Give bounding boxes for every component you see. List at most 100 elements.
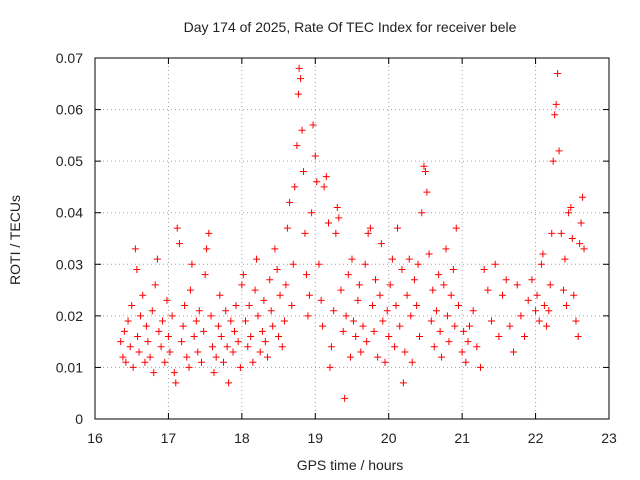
data-point-plus-marker [124,317,132,325]
data-point-plus-marker [267,307,275,315]
data-point-plus-marker [561,255,569,263]
data-point-plus-marker [341,394,349,402]
data-point-plus-marker [352,332,360,340]
data-point-plus-marker [133,265,141,273]
data-point-plus-marker [533,291,541,299]
data-point-plus-marker [499,291,507,299]
data-point-plus-marker [359,322,367,330]
data-point-plus-marker [548,229,556,237]
data-point-plus-marker [242,317,250,325]
data-point-plus-marker [379,317,387,325]
data-point-plus-marker [183,353,191,361]
data-point-plus-marker [305,291,313,299]
data-point-plus-marker [545,307,553,315]
data-point-plus-marker [137,312,145,320]
data-point-plus-marker [447,291,455,299]
data-point-plus-marker [161,358,169,366]
data-point-plus-marker [568,235,576,242]
data-point-plus-marker [311,152,319,160]
data-point-plus-marker [151,281,159,289]
data-point-plus-marker [332,229,340,237]
x-tick-label: 23 [601,430,617,446]
data-point-plus-marker [403,291,411,299]
data-point-plus-marker [247,332,255,340]
data-point-plus-marker [539,250,547,258]
data-points [117,64,588,402]
data-point-plus-marker [194,348,202,356]
data-point-plus-marker [269,322,277,330]
data-point-plus-marker [214,322,222,330]
data-point-plus-marker [308,209,316,217]
data-point-plus-marker [295,64,303,72]
data-point-plus-marker [491,260,499,268]
data-point-plus-marker [401,348,409,356]
data-point-plus-marker [126,343,134,351]
data-point-plus-marker [465,322,473,330]
data-point-plus-marker [186,286,194,294]
x-tick-label: 18 [234,430,250,446]
data-point-plus-marker [449,265,457,273]
data-point-plus-marker [251,286,259,294]
data-point-plus-marker [349,317,357,325]
data-point-plus-marker [163,296,171,304]
data-point-plus-marker [234,338,242,346]
data-point-plus-marker [440,281,448,289]
data-point-plus-marker [394,224,402,232]
data-point-plus-marker [357,348,365,356]
data-point-plus-marker [291,183,299,191]
y-axis-label: ROTI / TECUs [7,195,23,285]
y-tick-label: 0.06 [56,102,83,118]
data-point-plus-marker [413,302,421,310]
data-point-plus-marker [276,291,284,299]
data-point-plus-marker [374,353,382,361]
data-point-plus-marker [543,322,551,330]
data-point-plus-marker [327,343,335,351]
data-point-plus-marker [405,255,413,263]
data-point-plus-marker [580,245,588,253]
data-point-plus-marker [273,265,281,273]
data-point-plus-marker [208,343,216,351]
data-point-plus-marker [421,167,429,175]
data-point-plus-marker [414,260,422,268]
data-point-plus-marker [229,348,237,356]
data-point-plus-marker [565,209,573,217]
data-point-plus-marker [339,327,347,335]
data-point-plus-marker [222,307,230,315]
data-point-plus-marker [337,286,345,294]
data-point-plus-marker [231,327,239,335]
data-point-plus-marker [260,296,268,304]
data-point-plus-marker [148,307,156,315]
data-point-plus-marker [443,312,451,320]
data-point-plus-marker [293,142,301,150]
data-point-plus-marker [141,358,149,366]
data-point-plus-marker [217,332,225,340]
data-point-plus-marker [399,379,407,387]
data-point-plus-marker [301,229,309,237]
data-point-plus-marker [142,322,150,330]
data-point-plus-marker [344,271,352,279]
data-point-plus-marker [261,338,269,346]
data-point-plus-marker [495,332,503,340]
data-point-plus-marker [477,363,484,371]
data-point-plus-marker [185,363,193,371]
data-point-plus-marker [205,229,213,237]
data-point-plus-marker [264,353,272,361]
data-point-plus-marker [377,240,385,248]
data-point-plus-marker [567,204,575,212]
x-tick-label: 16 [87,430,103,446]
data-point-plus-marker [313,178,321,186]
data-point-plus-marker [212,353,220,361]
axis-ticks: 16 17 18 19 20 21 22 23 0 0.01 0.02 0.03 0.04 0.05 0.0… [56,50,617,446]
data-point-plus-marker [469,307,477,315]
data-point-plus-marker [139,291,147,299]
data-point-plus-marker [386,281,394,289]
data-point-plus-marker [210,369,218,377]
data-point-plus-marker [153,255,161,263]
data-point-plus-marker [150,369,158,377]
data-point-plus-marker [178,338,186,346]
data-point-plus-marker [488,317,496,325]
data-point-plus-marker [551,111,559,119]
data-point-plus-marker [129,363,137,371]
data-point-plus-marker [388,255,396,263]
